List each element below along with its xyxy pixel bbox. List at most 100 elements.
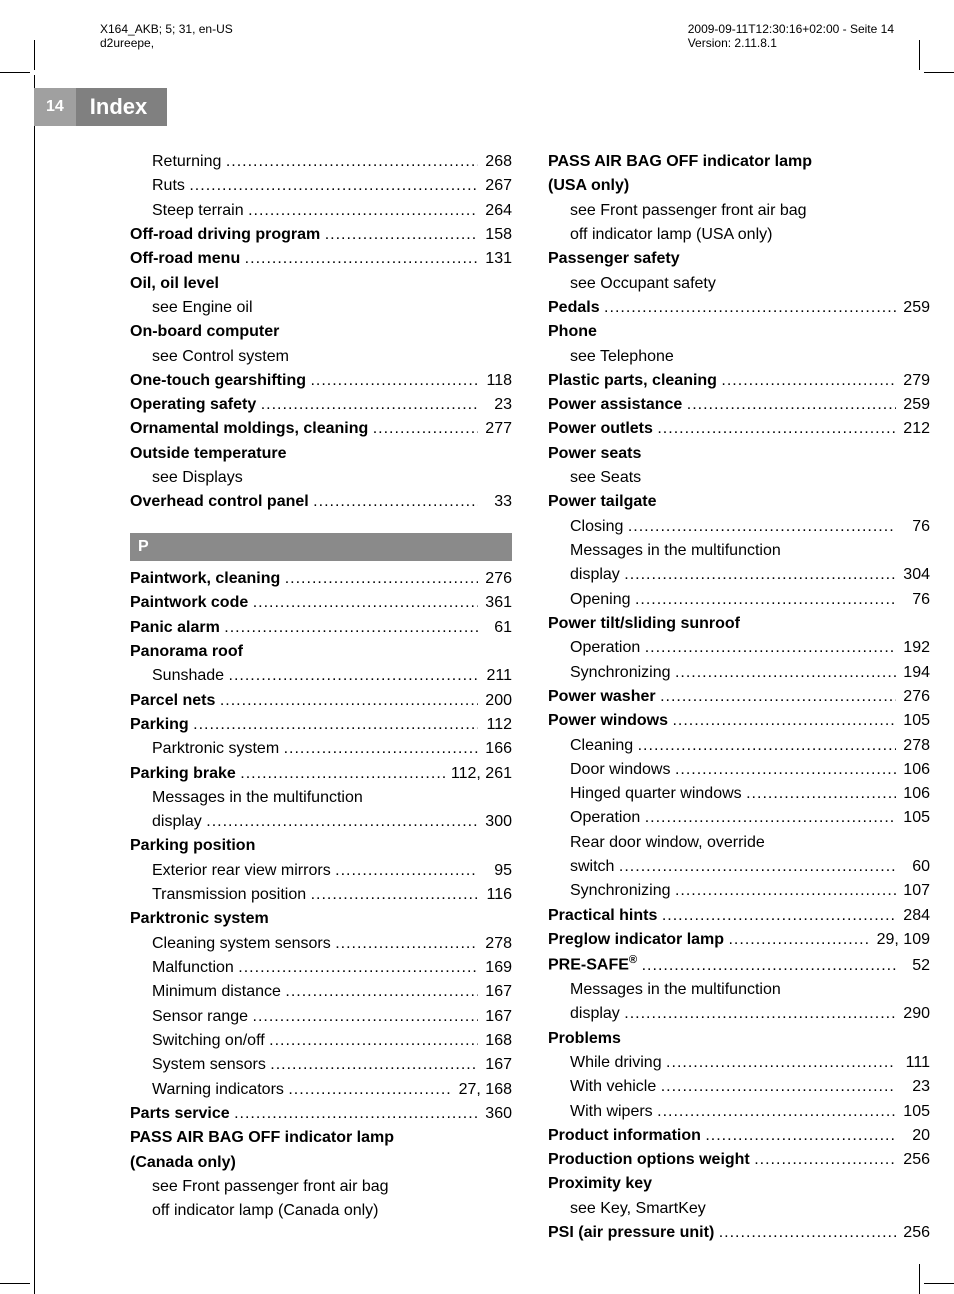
index-line: Parking 112 (130, 713, 512, 737)
index-line: Production options weight 256 (548, 1148, 930, 1172)
index-label: switch (570, 855, 614, 879)
index-line: Panic alarm 61 (130, 616, 512, 640)
index-label: Parcel nets (130, 689, 215, 713)
page-ref: 168 (478, 1029, 512, 1053)
page-ref: 211 (478, 664, 512, 688)
index-label: Power tilt/sliding sunroof (548, 612, 740, 636)
index-line: Door windows 106 (548, 758, 930, 782)
index-label: Opening (570, 588, 631, 612)
page-ref: 52 (896, 954, 930, 978)
leader-dots (193, 713, 478, 737)
page-ref: 112, 261 (445, 762, 512, 786)
index-label: Power assistance (548, 393, 682, 417)
leader-dots (270, 1053, 478, 1077)
index-label: see Front passenger front air bag (152, 1175, 389, 1199)
page-ref: 304 (896, 563, 930, 587)
index-line: see Engine oil (130, 296, 512, 320)
leader-dots (672, 709, 896, 733)
index-line: see Telephone (548, 345, 930, 369)
index-line: Practical hints 284 (548, 904, 930, 928)
page-ref: 279 (896, 369, 930, 393)
index-label: Phone (548, 320, 597, 344)
section-heading: P (130, 533, 512, 561)
index-label: Warning indicators (152, 1078, 284, 1102)
index-label: Sunshade (152, 664, 224, 688)
crop-mark-v-tr (919, 40, 920, 70)
index-label: Returning (152, 150, 221, 174)
leader-dots (666, 1051, 896, 1075)
index-label: Parking brake (130, 762, 236, 786)
index-line: display 290 (548, 1002, 930, 1026)
index-label: see Control system (152, 345, 289, 369)
index-line: display 300 (130, 810, 512, 834)
page-ref: 267 (478, 174, 512, 198)
leader-dots (240, 762, 445, 786)
index-line: see Displays (130, 466, 512, 490)
index-label: Door windows (570, 758, 670, 782)
crop-mark-v-tl (34, 40, 35, 70)
page-ref: 167 (478, 980, 512, 1004)
leader-dots (705, 1124, 896, 1148)
index-line: Off-road menu 131 (130, 247, 512, 271)
index-line: Ornamental moldings, cleaning 277 (130, 417, 512, 441)
index-line: Switching on/off 168 (130, 1029, 512, 1053)
index-line: On-board computer (130, 320, 512, 344)
page-ref: 361 (478, 591, 512, 615)
index-line: Synchronizing 107 (548, 879, 930, 903)
leader-dots (619, 855, 896, 879)
index-line: Minimum distance 167 (130, 980, 512, 1004)
index-label: Parking position (130, 834, 255, 858)
leader-dots (645, 806, 896, 830)
page-ref: 23 (896, 1075, 930, 1099)
leader-dots (313, 490, 478, 514)
index-line: Malfunction 169 (130, 956, 512, 980)
index-label: Practical hints (548, 904, 657, 928)
page-ref: 158 (478, 223, 512, 247)
leader-dots (687, 393, 896, 417)
index-line: Parking position (130, 834, 512, 858)
index-label: Messages in the multifunction (570, 539, 781, 563)
index-line: Paintwork code 361 (130, 591, 512, 615)
index-label: Hinged quarter windows (570, 782, 742, 806)
page-ref: 259 (896, 296, 930, 320)
index-label: Cleaning system sensors (152, 932, 331, 956)
index-line: With vehicle 23 (548, 1075, 930, 1099)
index-line: Power seats (548, 442, 930, 466)
index-label: see Engine oil (152, 296, 253, 320)
index-label: Messages in the multifunction (570, 978, 781, 1002)
leader-dots (310, 369, 478, 393)
left-column: Returning 268Ruts 267Steep terrain 264Of… (130, 150, 512, 1245)
index-label: Parktronic system (152, 737, 279, 761)
page-ref: 105 (896, 806, 930, 830)
page-ref: 192 (896, 636, 930, 660)
index-label: Paintwork code (130, 591, 248, 615)
index-label: display (570, 563, 620, 587)
page-ref: 276 (896, 685, 930, 709)
index-line: Panorama roof (130, 640, 512, 664)
leader-dots (206, 810, 478, 834)
index-label: Panorama roof (130, 640, 243, 664)
page-ref: 166 (478, 737, 512, 761)
page-ref: 259 (896, 393, 930, 417)
index-line: off indicator lamp (USA only) (548, 223, 930, 247)
page-ref: 60 (896, 855, 930, 879)
leader-dots (253, 1005, 478, 1029)
index-line: Transmission position 116 (130, 883, 512, 907)
page-ref: 105 (896, 1100, 930, 1124)
index-line: see Control system (130, 345, 512, 369)
index-line: Exterior rear view mirrors 95 (130, 859, 512, 883)
index-line: Power washer 276 (548, 685, 930, 709)
index-label: Power seats (548, 442, 641, 466)
index-label: off indicator lamp (USA only) (570, 223, 772, 247)
index-line: Opening 76 (548, 588, 930, 612)
index-label: off indicator lamp (Canada only) (152, 1199, 379, 1223)
timestamp: 2009-09-11T12:30:16+02:00 - Seite 14 (688, 22, 894, 36)
page-ref: 290 (896, 1002, 930, 1026)
leader-dots (253, 591, 478, 615)
page-ref: 118 (478, 369, 512, 393)
index-line: Paintwork, cleaning 276 (130, 567, 512, 591)
page-ref: 268 (478, 150, 512, 174)
index-label: On-board computer (130, 320, 279, 344)
leader-dots (238, 956, 478, 980)
index-label: Plastic parts, cleaning (548, 369, 717, 393)
